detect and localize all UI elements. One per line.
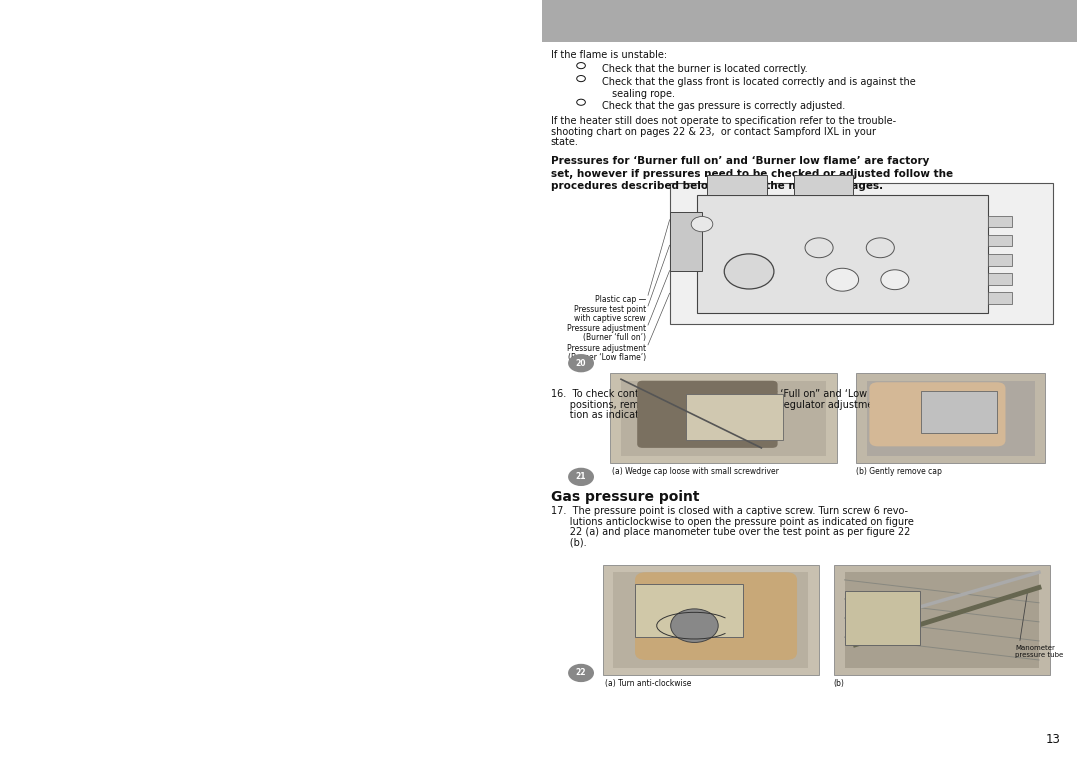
Circle shape [826,269,859,291]
Text: set, however if pressures need to be checked or adjusted follow the: set, however if pressures need to be che… [551,169,953,179]
Text: with captive screw: with captive screw [575,314,646,323]
Text: state.: state. [551,137,579,147]
Text: Pressure adjustment: Pressure adjustment [567,344,646,353]
Circle shape [881,270,909,290]
Text: Pressure adjustment: Pressure adjustment [567,324,646,333]
FancyBboxPatch shape [988,273,1012,285]
FancyBboxPatch shape [610,373,837,463]
Text: 13: 13 [1045,733,1061,746]
Text: (b).: (b). [551,538,586,548]
Text: shooting chart on pages 22 & 23,  or contact Sampford IXL in your: shooting chart on pages 22 & 23, or cont… [551,127,876,137]
Text: Check that the glass front is located correctly and is against the: Check that the glass front is located co… [602,77,916,87]
FancyBboxPatch shape [603,565,819,675]
FancyBboxPatch shape [670,183,1053,324]
Text: positions, remove the plastic cap from the regulator adjustment loca-: positions, remove the plastic cap from t… [551,400,910,410]
FancyBboxPatch shape [621,381,826,456]
Text: (b): (b) [834,679,845,688]
Text: 20: 20 [576,359,586,368]
FancyBboxPatch shape [921,391,997,433]
Text: (Burner ‘full on’): (Burner ‘full on’) [583,333,646,342]
FancyBboxPatch shape [670,212,702,272]
Text: procedures described below and on the next two pages.: procedures described below and on the ne… [551,181,883,191]
Text: Plastic cap —: Plastic cap — [595,295,646,304]
Circle shape [568,354,594,372]
Text: tion as indicated in figures 21 (a) & (b).: tion as indicated in figures 21 (a) & (b… [551,410,762,420]
Circle shape [725,254,774,289]
Text: Pressures for ‘Burner full on’ and ‘Burner low flame’ are factory: Pressures for ‘Burner full on’ and ‘Burn… [551,156,929,166]
FancyBboxPatch shape [988,292,1012,304]
FancyBboxPatch shape [613,572,808,668]
FancyBboxPatch shape [869,382,1005,446]
Circle shape [691,217,713,232]
Text: lutions anticlockwise to open the pressure point as indicated on figure: lutions anticlockwise to open the pressu… [551,517,914,526]
Text: Manometer
pressure tube: Manometer pressure tube [1015,645,1064,658]
Text: (b) Gently remove cap: (b) Gently remove cap [856,467,943,476]
Text: If the heater still does not operate to specification refer to the trouble-: If the heater still does not operate to … [551,116,896,126]
Text: 22 (a) and place manometer tube over the test point as per figure 22: 22 (a) and place manometer tube over the… [551,527,910,537]
Text: (a) Wedge cap loose with small screwdriver: (a) Wedge cap loose with small screwdriv… [612,467,780,476]
Text: 16.  To check control outlet pressure at burner ‘Full on” and ‘Low Flame”: 16. To check control outlet pressure at … [551,389,905,399]
Text: If the flame is unstable:: If the flame is unstable: [551,50,667,60]
FancyBboxPatch shape [542,0,1077,42]
FancyBboxPatch shape [637,381,778,448]
Circle shape [568,468,594,486]
Text: Pressure test point: Pressure test point [573,305,646,314]
Text: (Burner ‘Low flame’): (Burner ‘Low flame’) [568,353,646,362]
FancyBboxPatch shape [635,584,743,637]
Text: (a) Turn anti-clockwise: (a) Turn anti-clockwise [605,679,691,688]
FancyBboxPatch shape [845,591,920,645]
Text: Check that the burner is located correctly.: Check that the burner is located correct… [602,64,807,74]
FancyBboxPatch shape [988,216,1012,227]
Text: 21: 21 [576,472,586,481]
Circle shape [671,609,718,642]
FancyBboxPatch shape [794,175,853,195]
FancyBboxPatch shape [834,565,1050,675]
FancyBboxPatch shape [697,195,988,313]
FancyBboxPatch shape [845,572,1039,668]
FancyBboxPatch shape [856,373,1045,463]
Text: 17.  The pressure point is closed with a captive screw. Turn screw 6 revo-: 17. The pressure point is closed with a … [551,506,908,516]
Text: Gas pressure point: Gas pressure point [551,490,700,504]
FancyBboxPatch shape [988,254,1012,266]
FancyBboxPatch shape [686,394,783,440]
FancyBboxPatch shape [867,381,1035,456]
FancyBboxPatch shape [635,572,797,660]
FancyBboxPatch shape [707,175,767,195]
Text: 22: 22 [576,668,586,678]
Text: sealing rope.: sealing rope. [612,89,675,98]
Circle shape [568,664,594,682]
Text: Check that the gas pressure is correctly adjusted.: Check that the gas pressure is correctly… [602,101,845,111]
FancyBboxPatch shape [988,235,1012,246]
